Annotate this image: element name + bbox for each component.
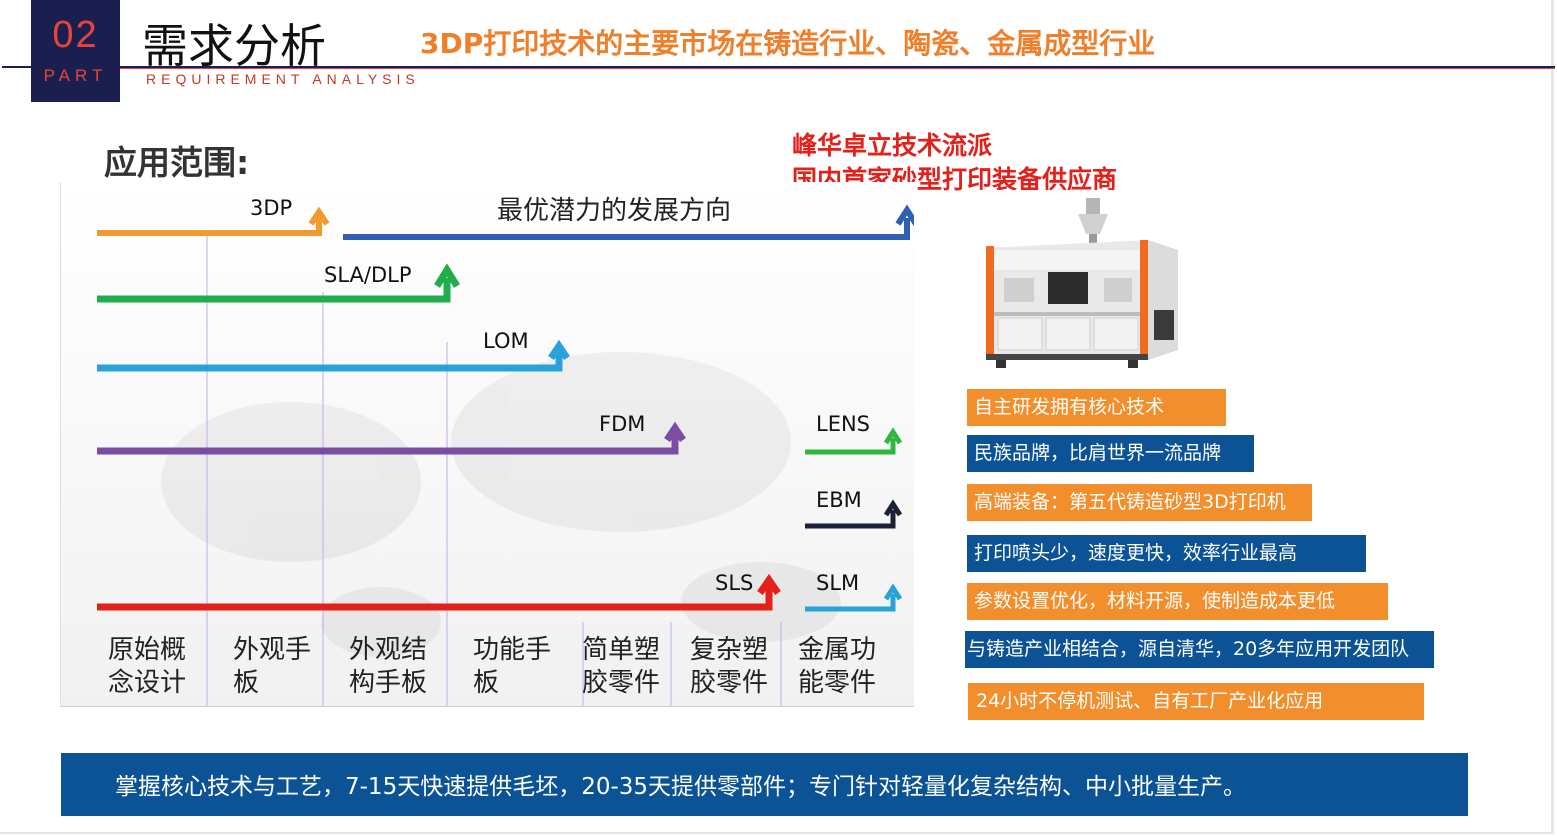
arrow-sla-dlp	[97, 263, 460, 303]
technology-diagram: 最优潜力的发展方向 3DP SLA/DLP LOM FDM LENS EBM S…	[60, 182, 914, 707]
feature-team: 与铸造产业相结合，源自清华，20多年应用开发团队	[965, 631, 1434, 668]
red-note-school: 峰华卓立技术流派	[792, 131, 993, 160]
part-badge: 02 PART	[31, 0, 120, 102]
headline: 3DP打印技术的主要市场在铸造行业、陶瓷、金属成型行业	[420, 27, 1156, 60]
tech-label-ebm: EBM	[816, 488, 862, 512]
world-map-background	[161, 352, 841, 657]
feature-cost: 参数设置优化，材料开源，使制造成本更低	[967, 583, 1388, 620]
tech-label-fdm: FDM	[599, 412, 646, 436]
section-title: 应用范围:	[104, 143, 250, 182]
arrow-fdm	[97, 421, 686, 455]
stage-appearance: 外观手 板	[233, 635, 312, 698]
printer-machine-illustration	[968, 190, 1200, 373]
stage-dividers	[206, 230, 782, 706]
bottom-banner: 掌握核心技术与工艺，7-15天快速提供毛坯，20-35天提供零部件；专门针对轻量…	[61, 753, 1468, 816]
arrow-potential	[343, 204, 914, 240]
page-title: 需求分析	[142, 19, 326, 73]
arrow-sls	[97, 573, 781, 611]
arrow-slm	[805, 583, 903, 612]
diagram-arrows	[97, 204, 914, 706]
stage-complex-plastic: 复杂塑 胶零件	[690, 635, 769, 698]
part-word: PART	[43, 66, 108, 85]
feature-factory: 24小时不停机测试、自有工厂产业化应用	[968, 683, 1424, 720]
arrow-ebm	[805, 499, 903, 529]
stage-simple-plastic: 简单塑 胶零件	[582, 635, 661, 698]
stage-function: 功能手 板	[473, 635, 552, 698]
feature-core-tech: 自主研发拥有核心技术	[967, 389, 1226, 426]
tech-label-sls: SLS	[715, 571, 754, 595]
tech-label-lom: LOM	[483, 329, 529, 353]
arrow-lens	[805, 427, 903, 455]
stage-structure: 外观结 构手板	[349, 635, 428, 698]
tech-label-sla-dlp: SLA/DLP	[324, 263, 412, 287]
part-number: 02	[52, 14, 99, 56]
feature-high-end-equipment: 高端装备：第五代铸造砂型3D打印机	[967, 484, 1312, 521]
feature-print-speed: 打印喷头少，速度更快，效率行业最高	[967, 535, 1366, 572]
arrow-lom	[97, 339, 570, 372]
tech-label-slm: SLM	[816, 571, 860, 595]
header-accent-line	[120, 68, 1555, 69]
arrow-3dp	[97, 206, 330, 236]
stage-concept: 原始概 念设计	[108, 635, 187, 698]
potential-label: 最优潜力的发展方向	[497, 196, 732, 226]
feature-national-brand: 民族品牌，比肩世界一流品牌	[967, 435, 1254, 472]
page-subtitle-en: REQUIREMENT ANALYSIS	[146, 71, 420, 87]
header-divider	[2, 66, 1555, 68]
bottom-banner-text: 掌握核心技术与工艺，7-15天快速提供毛坯，20-35天提供零部件；专门针对轻量…	[115, 774, 1247, 800]
tech-label-lens: LENS	[816, 412, 871, 436]
stage-metal: 金属功 能零件	[798, 635, 877, 698]
tech-label-3dp: 3DP	[250, 196, 293, 220]
